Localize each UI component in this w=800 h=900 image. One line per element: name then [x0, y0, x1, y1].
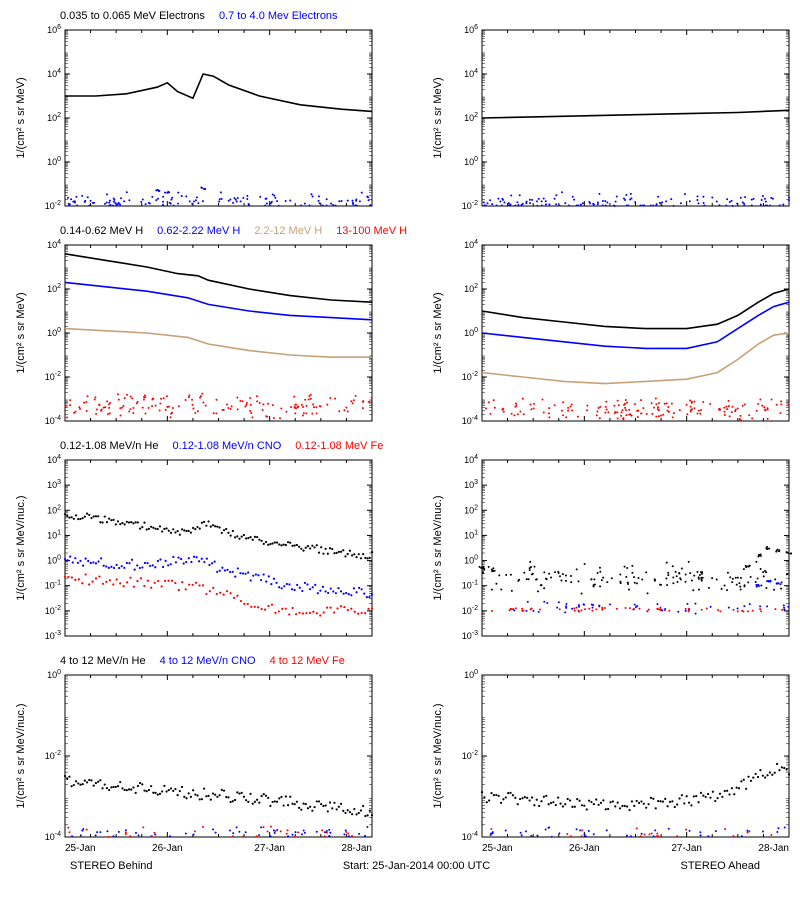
svg-text:106: 106 [464, 24, 478, 35]
svg-text:25-Jan: 25-Jan [65, 843, 96, 854]
panel-row0-left: 0.035 to 0.065 MeV Electrons 0.7 to 4.0 M… [10, 10, 407, 217]
svg-text:27-Jan: 27-Jan [254, 843, 285, 854]
svg-text:100: 100 [47, 669, 61, 680]
plot-svg: 10-4 10-2 100 102 104 1/(cm² s sr MeV) [10, 239, 380, 429]
legend-row2: 0.12-1.08 MeV/n He 0.12-1.08 MeV/n CNO 0.1… [10, 440, 407, 454]
svg-text:10-4: 10-4 [462, 831, 478, 842]
svg-text:102: 102 [464, 283, 478, 294]
svg-text:10-2: 10-2 [462, 750, 478, 761]
legend-item: 2.2-12 MeV H [254, 225, 322, 239]
svg-text:10-2: 10-2 [45, 371, 61, 382]
svg-text:1/(cm² s sr MeV/nuc.): 1/(cm² s sr MeV/nuc.) [15, 703, 27, 808]
svg-text:104: 104 [464, 239, 478, 250]
plot-svg: 10-4 10-2 100 25-Jan 26-Jan 27-Jan 28-Jan 1/(cm… [10, 669, 380, 859]
panel-row3-left: 4 to 12 MeV/n He 4 to 12 MeV/n CNO 4 to 12… [10, 655, 407, 862]
svg-text:100: 100 [47, 327, 61, 338]
legend-item: 0.14-0.62 MeV H [60, 225, 143, 239]
svg-text:26-Jan: 26-Jan [152, 843, 183, 854]
panel-row2-right: 10-3 10-2 10-1 100 101 102 103 104 1/(cm² s sr M… [427, 440, 797, 647]
svg-text:1/(cm² s sr MeV/nuc.): 1/(cm² s sr MeV/nuc.) [432, 495, 444, 600]
svg-text:100: 100 [464, 327, 478, 338]
svg-text:100: 100 [464, 156, 478, 167]
legend-item: 0.035 to 0.065 MeV Electrons [60, 10, 205, 24]
legend-item: 0.12-1.08 MeV/n CNO [172, 440, 281, 454]
panel-row1-right: 10-4 10-2 100 102 104 1/(cm² s sr MeV) [427, 225, 797, 432]
svg-text:103: 103 [464, 479, 478, 490]
svg-text:10-4: 10-4 [462, 415, 478, 426]
svg-text:101: 101 [47, 529, 61, 540]
legend-row1: 0.14-0.62 MeV H 0.62-2.22 MeV H 2.2-12 MeV… [10, 225, 407, 239]
svg-text:26-Jan: 26-Jan [569, 843, 600, 854]
svg-text:1/(cm² s sr MeV): 1/(cm² s sr MeV) [432, 292, 444, 373]
plot-svg: 10-2 100 102 104 106 1/(cm² s sr MeV) [427, 24, 797, 214]
svg-text:1/(cm² s sr MeV/nuc.): 1/(cm² s sr MeV/nuc.) [432, 703, 444, 808]
plot-svg: 10-4 10-2 100 102 104 1/(cm² s sr MeV) [427, 239, 797, 429]
panel-row1-left: 0.14-0.62 MeV H 0.62-2.22 MeV H 2.2-12 MeV… [10, 225, 407, 432]
svg-text:102: 102 [47, 504, 61, 515]
legend-item: 4 to 12 MeV/n CNO [160, 655, 256, 669]
svg-text:28-Jan: 28-Jan [759, 843, 790, 854]
svg-text:104: 104 [47, 68, 61, 79]
svg-text:10-2: 10-2 [462, 200, 478, 211]
svg-text:102: 102 [464, 504, 478, 515]
svg-text:103: 103 [47, 479, 61, 490]
svg-text:104: 104 [464, 454, 478, 465]
svg-text:102: 102 [47, 112, 61, 123]
svg-text:10-2: 10-2 [462, 371, 478, 382]
svg-text:102: 102 [464, 112, 478, 123]
plot-svg: 10-4 10-2 100 25-Jan 26-Jan 27-Jan 28-Jan 1/(cm… [427, 669, 797, 859]
svg-text:10-3: 10-3 [45, 630, 61, 641]
svg-text:10-1: 10-1 [45, 580, 61, 591]
legend-item: 0.7 to 4.0 Mev Electrons [219, 10, 338, 24]
svg-text:100: 100 [47, 156, 61, 167]
svg-text:104: 104 [464, 68, 478, 79]
svg-text:10-3: 10-3 [462, 630, 478, 641]
svg-text:100: 100 [464, 669, 478, 680]
legend-item: 4 to 12 MeV Fe [270, 655, 345, 669]
svg-text:100: 100 [464, 555, 478, 566]
svg-text:27-Jan: 27-Jan [672, 843, 703, 854]
legend-item: 4 to 12 MeV/n He [60, 655, 146, 669]
svg-text:100: 100 [47, 555, 61, 566]
plot-svg: 10-3 10-2 10-1 100 101 102 103 104 1/(cm² s sr M… [427, 454, 797, 644]
panel-row2-left: 0.12-1.08 MeV/n He 0.12-1.08 MeV/n CNO 0.1… [10, 440, 407, 647]
chart-grid: 0.035 to 0.065 MeV Electrons 0.7 to 4.0 M… [10, 10, 790, 860]
svg-text:1/(cm² s sr MeV): 1/(cm² s sr MeV) [15, 77, 27, 158]
svg-text:1/(cm² s sr MeV): 1/(cm² s sr MeV) [432, 77, 444, 158]
svg-text:10-1: 10-1 [462, 580, 478, 591]
legend-item: 0.12-1.08 MeV Fe [295, 440, 383, 454]
legend-row0: 0.035 to 0.065 MeV Electrons 0.7 to 4.0 M… [10, 10, 407, 24]
svg-text:10-2: 10-2 [45, 750, 61, 761]
svg-text:10-2: 10-2 [462, 605, 478, 616]
svg-text:106: 106 [47, 24, 61, 35]
panel-row0-right: 10-2 100 102 104 106 1/(cm² s sr MeV) [427, 10, 797, 217]
plot-svg: 10-2 100 102 104 106 1/(cm² s sr MeV) [10, 24, 380, 214]
legend-item: 0.62-2.22 MeV H [157, 225, 240, 239]
plot-svg: 10-3 10-2 10-1 100 101 102 103 104 1/(cm² s sr M… [10, 454, 380, 644]
legend-item: 13-100 MeV H [336, 225, 407, 239]
svg-text:28-Jan: 28-Jan [341, 843, 372, 854]
svg-text:104: 104 [47, 454, 61, 465]
legend-row3: 4 to 12 MeV/n He 4 to 12 MeV/n CNO 4 to 12… [10, 655, 407, 669]
svg-text:1/(cm² s sr MeV/nuc.): 1/(cm² s sr MeV/nuc.) [15, 495, 27, 600]
legend-item: 0.12-1.08 MeV/n He [60, 440, 158, 454]
panel-row3-right: 10-4 10-2 100 25-Jan 26-Jan 27-Jan 28-Jan 1/(cm… [427, 655, 797, 862]
svg-text:102: 102 [47, 283, 61, 294]
svg-text:10-2: 10-2 [45, 200, 61, 211]
svg-text:104: 104 [47, 239, 61, 250]
svg-text:1/(cm² s sr MeV): 1/(cm² s sr MeV) [15, 292, 27, 373]
svg-text:25-Jan: 25-Jan [482, 843, 513, 854]
svg-text:101: 101 [464, 529, 478, 540]
svg-text:10-4: 10-4 [45, 831, 61, 842]
svg-text:10-2: 10-2 [45, 605, 61, 616]
svg-text:10-4: 10-4 [45, 415, 61, 426]
